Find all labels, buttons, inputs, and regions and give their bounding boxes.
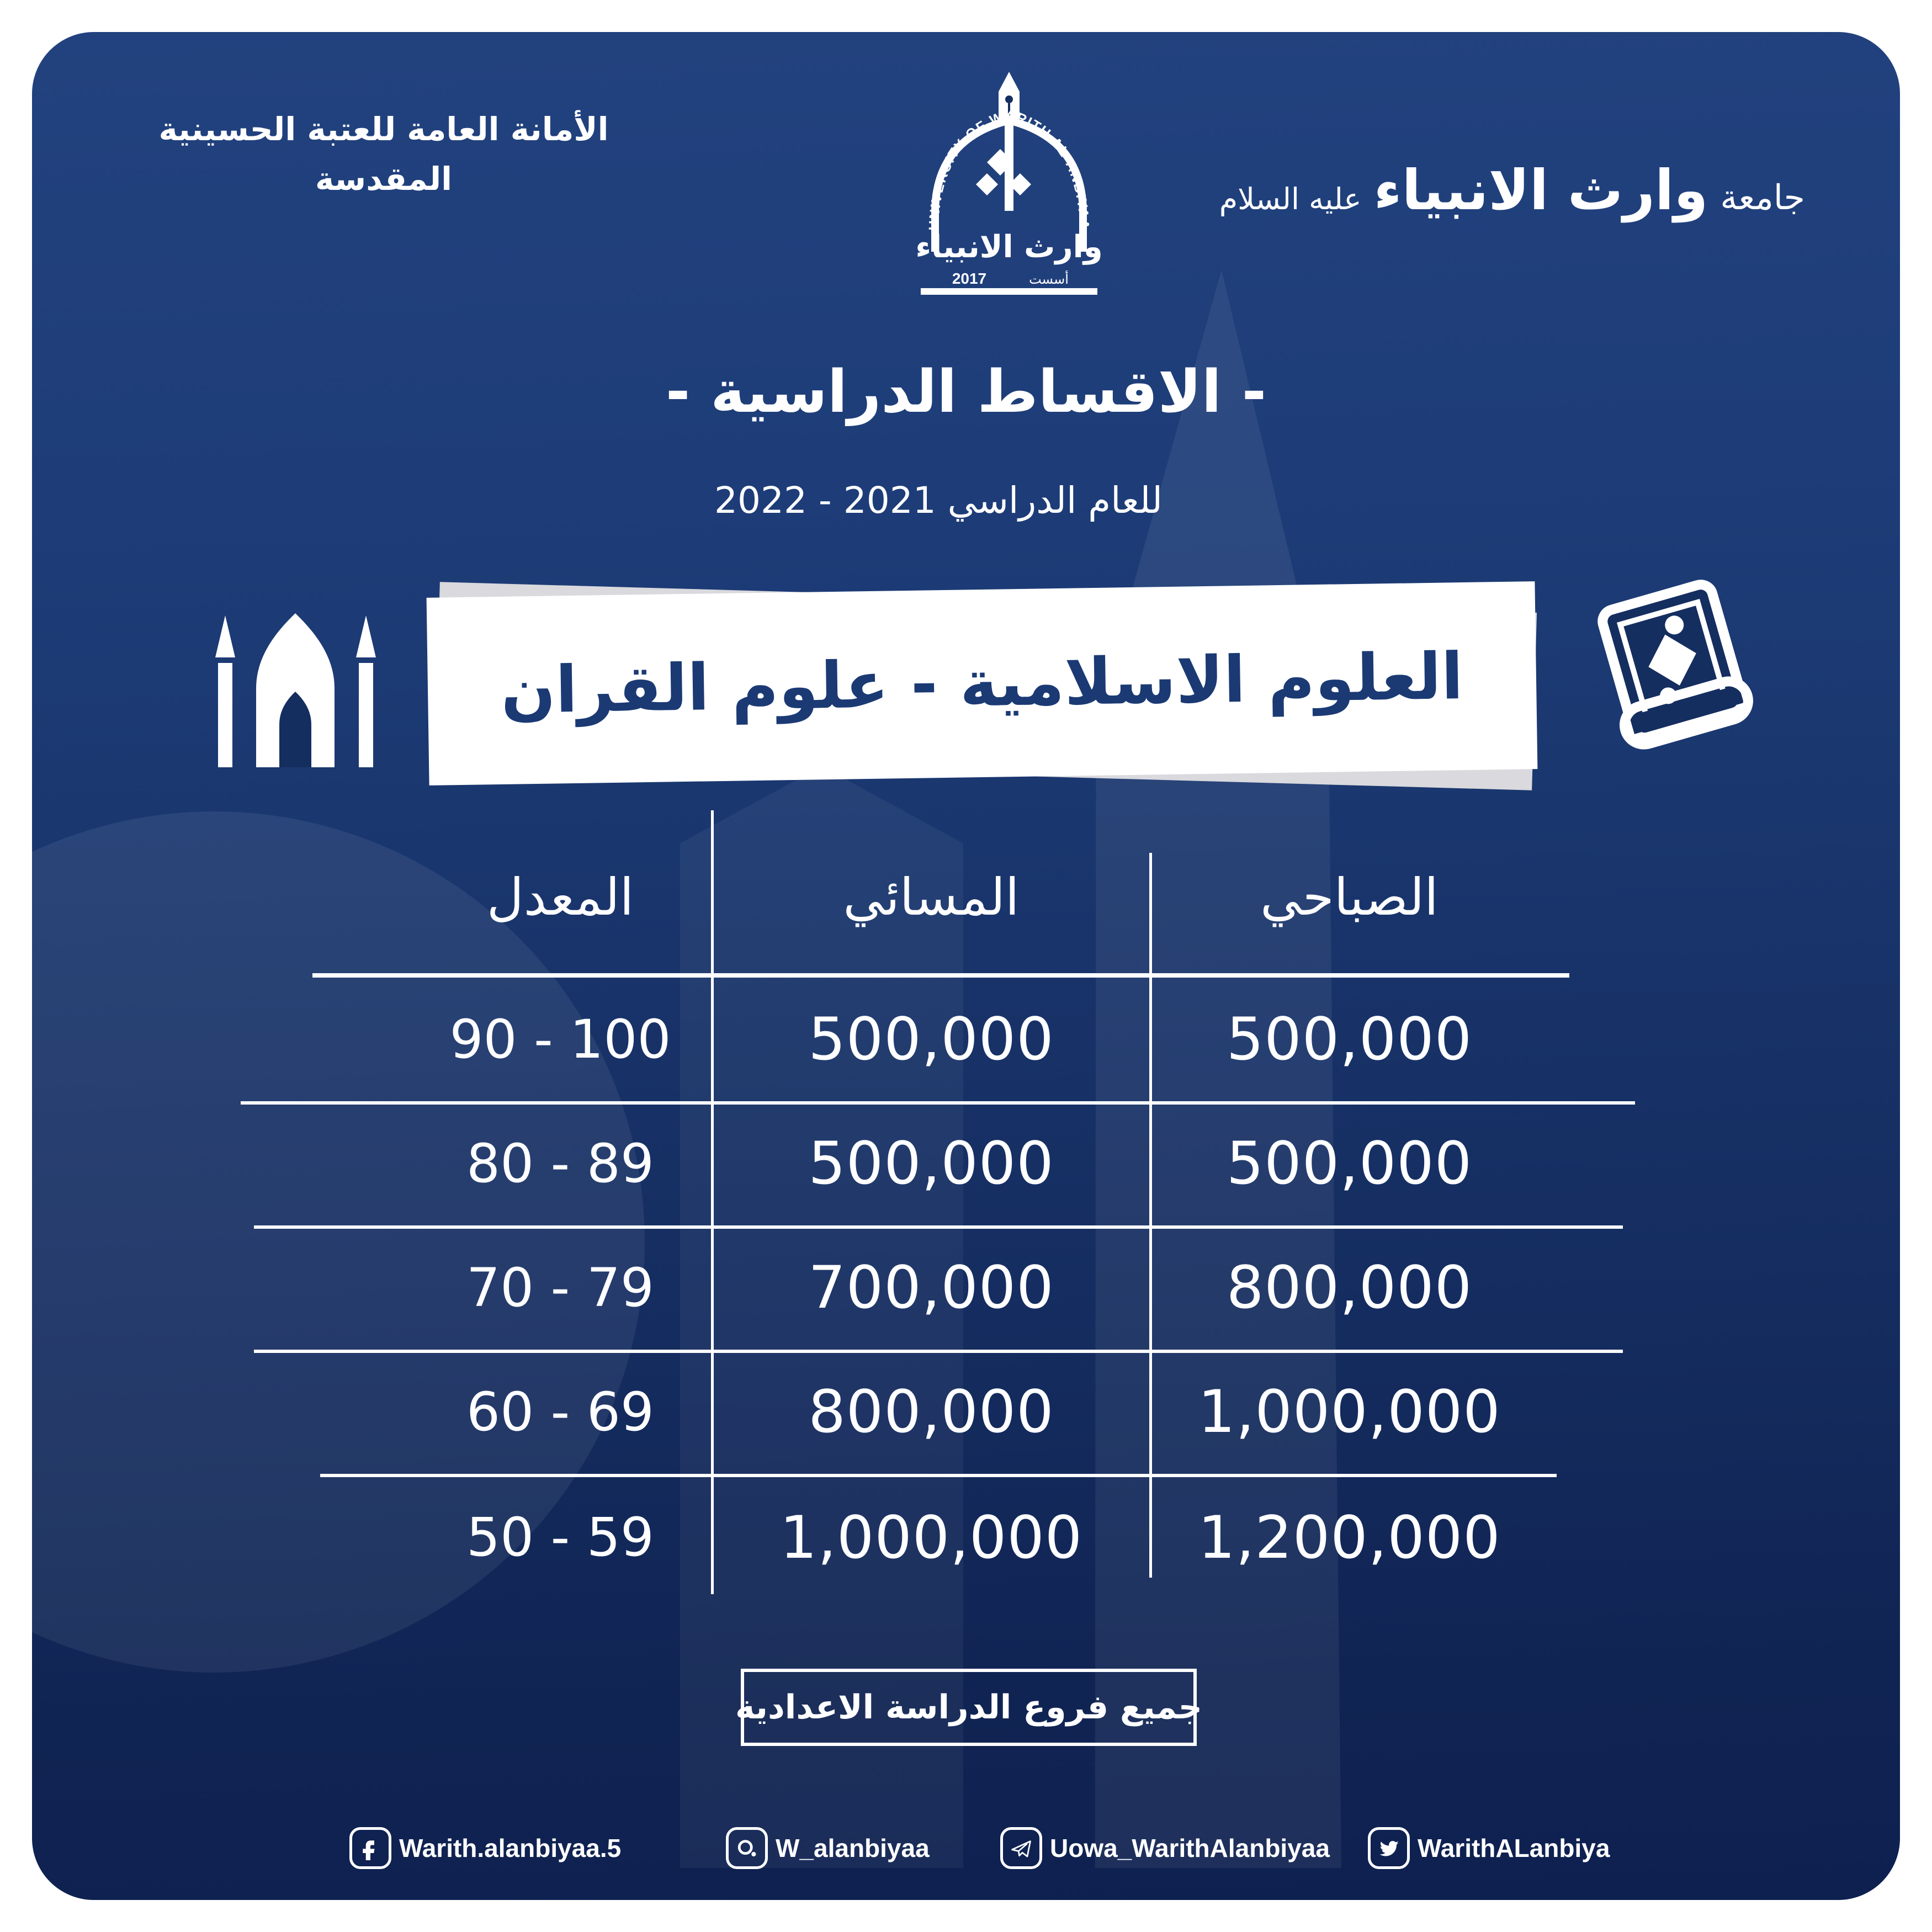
table-cell: 80 - 89 [466,1132,654,1195]
table-column-divider [711,810,714,1594]
table-cell: 500,000 [808,1129,1054,1197]
facebook-icon [349,1827,391,1869]
logo-year: 2017 [952,270,986,287]
facebook-handle[interactable]: Warith.alanbiyaa.5 [349,1827,621,1869]
table-cell: 800,000 [1226,1254,1473,1321]
table-cell: 1,200,000 [1198,1503,1501,1572]
page-title: - الاقساط الدراسية - [666,358,1266,426]
university-logo-icon: UNIVERSITY OF WARITH AL-ANBIYAA وارث الا… [904,68,1114,328]
table-cell: 90 - 100 [449,1008,671,1070]
twitter-icon [1368,1827,1410,1869]
table-cell: 1,000,000 [779,1503,1083,1572]
mosque-icon [203,599,388,767]
note-badge: جميع فروع الدراسة الاعدادية [735,1669,1202,1746]
table-row-rule [241,1101,1635,1105]
telegram-icon [1000,1827,1042,1869]
instagram-handle[interactable]: W_alanbiyaa [726,1827,930,1869]
column-header-morning: الصباحي [1260,867,1439,927]
department-banner: العلوم الاسلامية - علوم القران [426,581,1538,785]
telegram-handle[interactable]: Uowa_WarithAlanbiyaa [1000,1827,1330,1869]
note-text: جميع فروع الدراسة الاعدادية [735,1688,1202,1727]
table-cell: 500,000 [1226,1129,1473,1197]
table-cell: 50 - 59 [466,1506,654,1568]
table-cell: 800,000 [808,1378,1054,1446]
table-cell: 500,000 [1226,1005,1473,1073]
logo-center-text: وارث الانبياء [915,229,1102,265]
column-header-average: المعدل [486,867,634,927]
table-row-rule [254,1350,1623,1353]
table-cell: 60 - 69 [466,1381,654,1443]
quran-book-icon [1565,574,1786,795]
table-cell: 700,000 [808,1254,1054,1321]
department-banner-label: العلوم الاسلامية - علوم القران [500,639,1464,728]
university-name-prefix: جامعة [1720,177,1805,217]
fees-table: الصباحي المسائي المعدل 500,000 500,000 9… [298,817,1637,1601]
logo-founded-text: أسست [1029,270,1069,287]
page-subtitle: للعام الدراسي 2021 - 2022 [714,479,1163,522]
university-name-suffix: عليه السلام [1219,182,1362,216]
table-row-rule [254,1225,1623,1229]
university-name-main: وارث الانبياء [1373,158,1709,222]
table-cell: 1,000,000 [1198,1378,1501,1446]
poster-card: الأمانة العامة للعتبة الحسينية المقدسة U… [32,32,1900,1900]
instagram-icon [726,1827,768,1869]
twitter-handle[interactable]: WarithALanbiya [1368,1827,1610,1869]
secretariat-calligraphy: الأمانة العامة للعتبة الحسينية المقدسة [158,110,609,198]
tower-watermark [680,766,963,1868]
table-row-rule [320,1474,1557,1477]
table-cell: 500,000 [808,1005,1054,1073]
table-cell: 70 - 79 [466,1256,654,1319]
column-header-evening: المسائي [843,867,1020,927]
table-column-divider [1149,853,1152,1578]
university-name: جامعة وارث الانبياء عليه السلام [1219,158,1805,222]
table-header-rule [312,973,1569,978]
